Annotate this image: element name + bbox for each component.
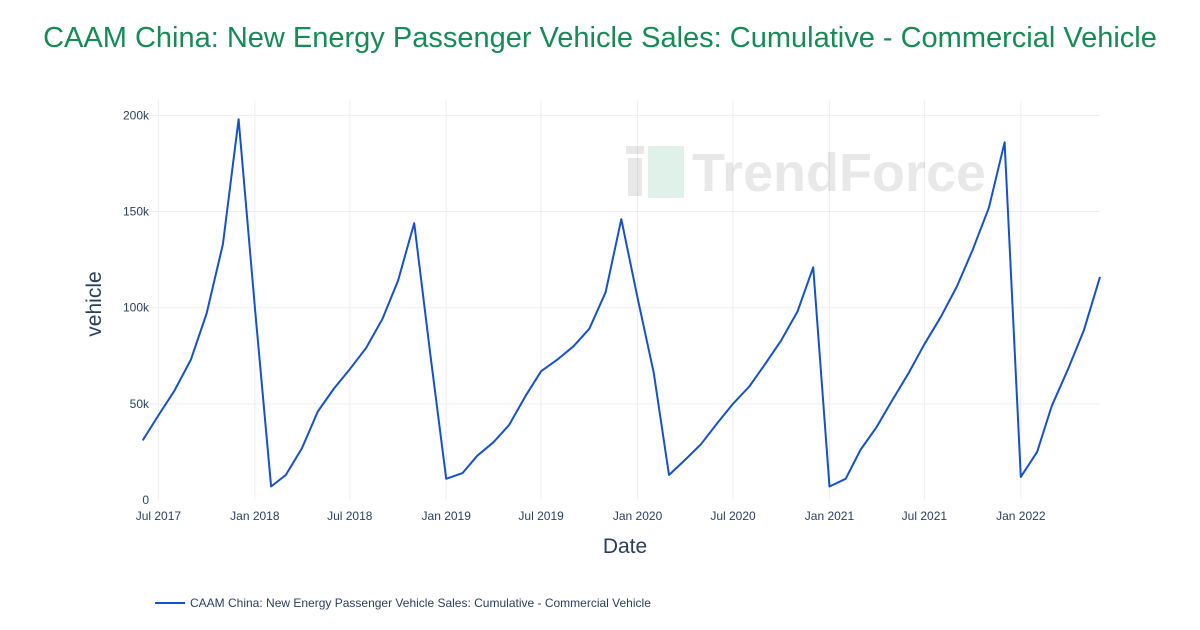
legend-line-swatch (155, 602, 185, 604)
legend-label: CAAM China: New Energy Passenger Vehicle… (190, 596, 651, 610)
watermark-logo-bar-1 (626, 146, 644, 154)
x-tick-label: Jan 2020 (613, 509, 663, 523)
watermark-text: TrendForce (692, 143, 986, 203)
y-tick-label: 0 (142, 493, 149, 507)
series-line (141, 118, 1101, 488)
y-tick-label: 100k (123, 301, 150, 315)
series-layer (141, 118, 1101, 488)
watermark-logo-block (648, 146, 684, 198)
y-axis-label: vehicle (83, 271, 106, 336)
x-axis-label: Date (603, 535, 647, 558)
y-tick-label: 150k (123, 205, 150, 219)
trendforce-watermark: TrendForce (626, 143, 986, 203)
x-tick-label: Jan 2019 (422, 509, 472, 523)
legend: CAAM China: New Energy Passenger Vehicle… (155, 596, 651, 610)
x-tick-label: Jul 2021 (902, 509, 948, 523)
y-tick-label: 200k (123, 108, 150, 122)
x-tick-label: Jan 2022 (996, 509, 1046, 523)
y-tick-label: 50k (130, 397, 150, 411)
x-tick-label: Jul 2017 (136, 509, 182, 523)
x-tick-label: Jul 2018 (327, 509, 373, 523)
watermark-logo-bar-2 (628, 158, 642, 196)
x-tick-label: Jan 2021 (805, 509, 855, 523)
x-tick-label: Jul 2019 (518, 509, 564, 523)
x-tick-label: Jul 2020 (710, 509, 756, 523)
y-axis-ticks: 0 50k 100k 150k 200k (123, 108, 150, 507)
x-axis-ticks: Jul 2017 Jan 2018 Jul 2018 Jan 2019 Jul 2019… (136, 509, 1046, 523)
x-tick-label: Jan 2018 (230, 509, 280, 523)
chart-title: CAAM China: New Energy Passenger Vehicle… (43, 22, 1157, 54)
